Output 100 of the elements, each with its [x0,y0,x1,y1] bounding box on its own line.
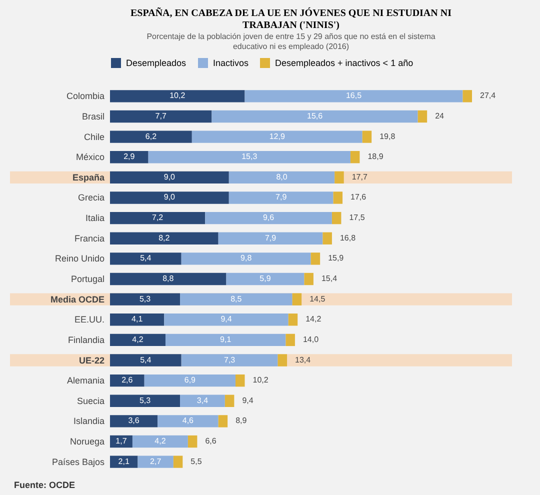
y-tick-label: Colombia [66,91,104,102]
data-label: 5,4 [140,254,152,263]
total-label: 17,5 [349,213,366,222]
data-label: 2,7 [150,456,162,466]
y-tick-label: Noruega [70,436,104,447]
data-label: 8,8 [162,274,174,283]
y-tick-label: Grecia [78,192,104,203]
data-label: 9,8 [240,254,252,263]
bar [110,314,164,326]
bar [110,415,158,428]
data-label: 5,3 [139,294,152,304]
bar [158,415,218,428]
data-label: 2,6 [122,376,134,385]
data-label: 4,1 [132,314,144,324]
data-label: 5,3 [139,396,152,405]
y-tick-label: EE.UU. [74,314,104,325]
data-label: 6,2 [145,132,158,141]
bar [236,374,245,387]
bar [224,394,234,407]
total-label: 8,9 [236,416,248,426]
data-label: 16,5 [346,91,362,100]
data-label: 5,9 [260,274,272,283]
total-label: 13,4 [295,355,312,364]
bar [244,90,463,102]
bar [180,293,292,306]
data-label: 4,6 [182,416,194,426]
bar [226,272,304,286]
bar [110,456,138,468]
total-label: 5,5 [190,456,202,466]
bar [110,374,144,387]
total-label: 9,4 [242,396,254,405]
bar [188,435,198,448]
data-label: 15,3 [242,152,258,162]
bar [418,110,428,123]
bar [362,130,372,143]
bar [322,232,332,244]
data-label: 12,9 [269,132,286,141]
data-label: 8,0 [276,172,288,182]
bar [110,232,218,244]
data-label: 5,4 [140,355,152,364]
bar [110,272,226,286]
total-label: 16,8 [340,233,356,242]
y-tick-label: Italia [85,213,104,224]
bar [110,212,206,224]
legend-label: Desempleados + inactivos < 1 año [275,58,414,68]
y-tick-label: Chile [84,132,104,142]
y-tick-label: Brasil [82,111,104,122]
bar [110,334,166,346]
total-label: 15,4 [321,274,338,283]
total-label: 17,7 [352,172,368,182]
bar [218,415,228,428]
bar [165,334,286,346]
y-tick-label: Países Bajos [52,456,105,467]
bar [462,90,472,102]
y-tick-label: Portugal [70,274,104,284]
data-label: 10,2 [170,91,186,100]
bar [144,374,236,387]
total-label: 24 [435,111,445,120]
y-tick-label: Reino Unido [54,254,104,264]
bar [110,394,180,407]
bar [138,456,174,468]
data-label: 9,4 [220,314,232,324]
bar [110,171,229,184]
bar [110,293,180,306]
total-label: 14,0 [302,334,320,344]
data-label: 2,1 [118,456,130,466]
data-label: 8,5 [230,294,242,304]
chart-title: ESPAÑA, EN CABEZA DE LA UE EN JÓVENES QUE NI ESTUDIAN NI TRABAJAN ('NINIS') [130,7,452,31]
bar [310,252,320,265]
bar [334,171,344,184]
data-label: 4,2 [132,334,144,344]
y-tick-label: Suecia [76,396,104,406]
bar [181,252,311,265]
bar [110,151,148,164]
data-label: 6,9 [184,376,196,385]
bar [218,232,323,244]
bar [181,354,278,366]
legend-label: Inactivos [213,58,250,68]
source-note: Fuente: OCDE [14,480,76,490]
data-label: 4,2 [154,436,166,446]
data-label: 7,2 [152,213,164,222]
bar [332,212,342,224]
y-tick-label: Alemania [66,376,104,386]
data-label: 7,9 [276,192,288,202]
bar [205,212,332,224]
y-tick-label: España [72,172,106,182]
bar [192,130,362,143]
y-tick-label: Finlandia [68,334,104,345]
bar [333,192,343,204]
bar [212,110,418,123]
bar [228,192,334,204]
bar [110,192,229,204]
total-label: 6,6 [205,436,217,446]
bar [110,435,132,448]
bar [292,293,302,306]
bar [228,171,335,184]
bar [148,151,350,164]
data-label: 9,1 [220,334,232,344]
total-label: 14,5 [310,294,326,304]
y-tick-label: UE-22 [78,355,104,366]
